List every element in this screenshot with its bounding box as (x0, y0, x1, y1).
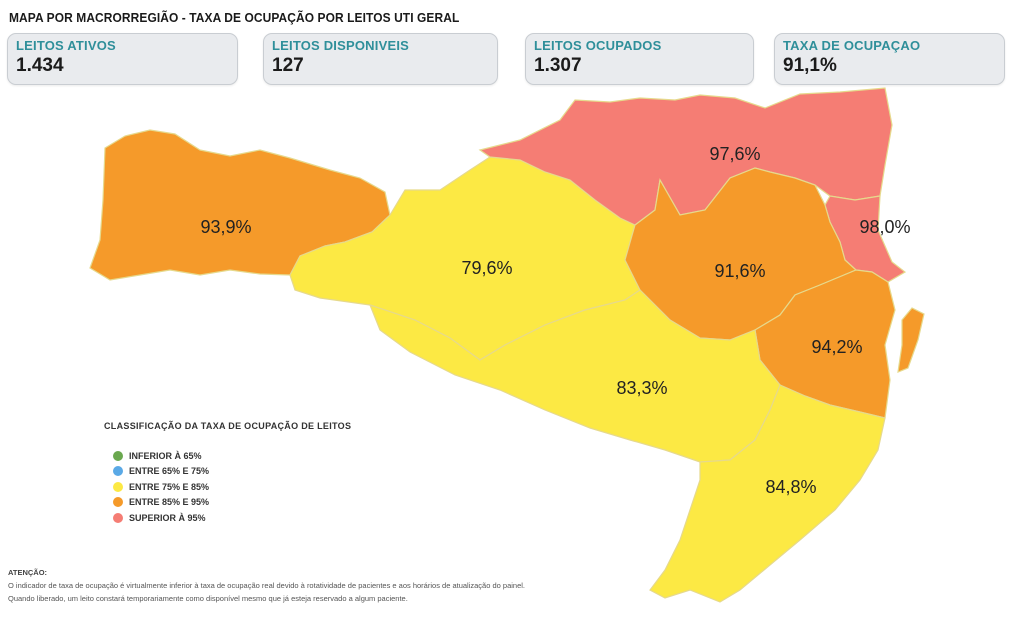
kpi-card-taxa-ocupacao: TAXA DE OCUPAÇAO 91,1% (774, 33, 1005, 85)
kpi-label: TAXA DE OCUPAÇAO (783, 38, 921, 53)
region-label: 83,3% (616, 378, 667, 398)
legend-label: INFERIOR À 65% (129, 450, 202, 461)
legend-label: ENTRE 85% E 95% (129, 497, 210, 508)
legend-label: SUPERIOR À 95% (129, 512, 206, 523)
page-title: MAPA POR MACRORREGIÃO - TAXA DE OCUPAÇÃO… (9, 10, 460, 25)
kpi-label: LEITOS OCUPADOS (534, 38, 662, 53)
kpi-card-leitos-ativos: LEITOS ATIVOS 1.434 (7, 33, 238, 85)
legend-title: CLASSIFICAÇÃO DA TAXA DE OCUPAÇÃO DE LEI… (104, 421, 352, 431)
legend-dot (113, 450, 123, 461)
kpi-value: 1.307 (534, 55, 582, 76)
legend-item: SUPERIOR À 95% (113, 510, 209, 526)
notice-line: Quando liberado, um leito constará tempo… (8, 594, 408, 603)
legend-dot (113, 512, 123, 523)
region-label: 91,6% (714, 261, 765, 281)
notice: ATENÇÃO: O indicador de taxa de ocupação… (8, 566, 525, 605)
region-label: 97,6% (709, 144, 760, 164)
legend-dot (113, 466, 123, 477)
legend: INFERIOR À 65% ENTRE 65% E 75% ENTRE 75%… (113, 448, 209, 526)
kpi-value: 127 (272, 55, 304, 76)
kpi-card-leitos-disponiveis: LEITOS DISPONIVEIS 127 (263, 33, 498, 85)
legend-item: ENTRE 65% E 75% (113, 464, 209, 480)
kpi-card-leitos-ocupados: LEITOS OCUPADOS 1.307 (525, 33, 754, 85)
legend-dot (113, 481, 123, 492)
region-label: 93,9% (200, 217, 251, 237)
legend-dot (113, 497, 123, 508)
legend-label: ENTRE 75% E 85% (129, 481, 210, 492)
legend-item: ENTRE 75% E 85% (113, 479, 209, 495)
legend-item: INFERIOR À 65% (113, 448, 209, 464)
notice-line: O indicador de taxa de ocupação é virtua… (8, 581, 526, 590)
legend-label: ENTRE 65% E 75% (129, 466, 210, 477)
region-label: 98,0% (859, 217, 910, 237)
kpi-label: LEITOS DISPONIVEIS (272, 38, 410, 53)
notice-title: ATENÇÃO: (8, 568, 48, 577)
region-label: 79,6% (461, 258, 512, 278)
region-serra[interactable] (368, 289, 781, 463)
region-label: 94,2% (811, 337, 862, 357)
kpi-value: 91,1% (783, 55, 837, 76)
region-sul[interactable] (649, 384, 886, 603)
kpi-value: 1.434 (16, 55, 64, 76)
legend-item: ENTRE 85% E 95% (113, 495, 209, 511)
region-label: 84,8% (765, 477, 816, 497)
kpi-label: LEITOS ATIVOS (16, 38, 116, 53)
